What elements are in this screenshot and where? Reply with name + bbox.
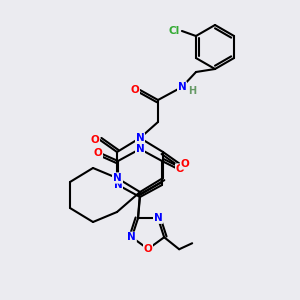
Text: N: N bbox=[154, 213, 162, 223]
Text: N: N bbox=[114, 180, 122, 190]
Text: O: O bbox=[176, 164, 184, 174]
Text: N: N bbox=[112, 173, 122, 183]
Text: Cl: Cl bbox=[168, 26, 180, 36]
Text: O: O bbox=[94, 148, 102, 158]
Text: N: N bbox=[128, 232, 136, 242]
Text: N: N bbox=[136, 133, 144, 143]
Text: O: O bbox=[130, 85, 140, 95]
Text: H: H bbox=[188, 86, 196, 96]
Text: O: O bbox=[91, 135, 99, 145]
Text: N: N bbox=[136, 144, 144, 154]
Text: O: O bbox=[144, 244, 152, 254]
Text: N: N bbox=[178, 82, 186, 92]
Text: O: O bbox=[181, 159, 189, 169]
